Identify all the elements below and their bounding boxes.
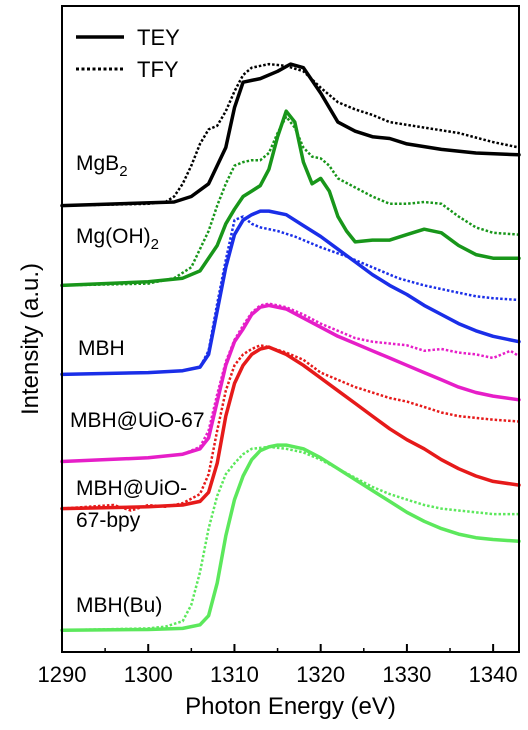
series-layer (60, 62, 521, 632)
series-label-text: MBH@UiO- (76, 477, 187, 500)
series-label-text: Mg(OH) (76, 225, 151, 248)
legend: TEY TFY (76, 25, 180, 82)
legend-label-tey: TEY (137, 25, 180, 50)
plot-frame (61, 5, 520, 653)
series-label-mbh: MBH (78, 337, 125, 360)
x-axis-ticks: 1290 1300 1310 1320 1330 1340 (38, 644, 518, 687)
series-label-mbh-uio: MBH@UiO- (76, 477, 187, 500)
x-tick-label-1330: 1330 (382, 662, 431, 687)
series-mbh-tey (60, 209, 521, 377)
series-mg-oh-tfy (61, 115, 520, 287)
series-mbh-bu-tey (60, 443, 521, 632)
x-tick-label-1310: 1310 (210, 662, 259, 687)
series-label-text: MBH@UiO-67 (70, 409, 205, 432)
series-labels: MgB2Mg(OH)2MBHMBH@UiO-67MBH@UiO-67-bpyMB… (70, 152, 205, 617)
x-tick-label-1320: 1320 (296, 662, 345, 687)
series-mbh-bu-tfy (61, 445, 519, 632)
legend-label-tfy: TFY (137, 57, 179, 82)
series-label-subscript: 2 (119, 163, 127, 180)
series-label-subscript: 2 (151, 236, 159, 253)
series-mg-oh-tey (60, 109, 521, 288)
series-label-text: MgB (76, 152, 119, 175)
series-label-mbh-bu: MBH(Bu) (76, 594, 162, 617)
series-label-mbh-uio-line2: 67-bpy (76, 509, 141, 532)
series-mbh-tfy (61, 215, 520, 376)
series-label-mgb: MgB2 (76, 152, 128, 180)
x-tick-label-1290: 1290 (38, 662, 87, 687)
series-label-text: MBH(Bu) (76, 594, 162, 617)
series-mbh-uio-tey (60, 345, 521, 511)
x-tick-label-1300: 1300 (124, 662, 173, 687)
series-label-mbh-uio-67: MBH@UiO-67 (70, 409, 205, 432)
series-label-mg-oh: Mg(OH)2 (76, 225, 159, 253)
series-label-text: MBH (78, 337, 125, 360)
series-mgb-tfy (61, 62, 520, 207)
y-axis-title: Intensity (a.u.) (17, 263, 44, 415)
x-axis-title: Photon Energy (eV) (185, 693, 396, 720)
series-mbh-uio-67-tey (60, 303, 521, 464)
series-mgb-tey (60, 62, 521, 208)
x-tick-label-1340: 1340 (469, 662, 518, 687)
